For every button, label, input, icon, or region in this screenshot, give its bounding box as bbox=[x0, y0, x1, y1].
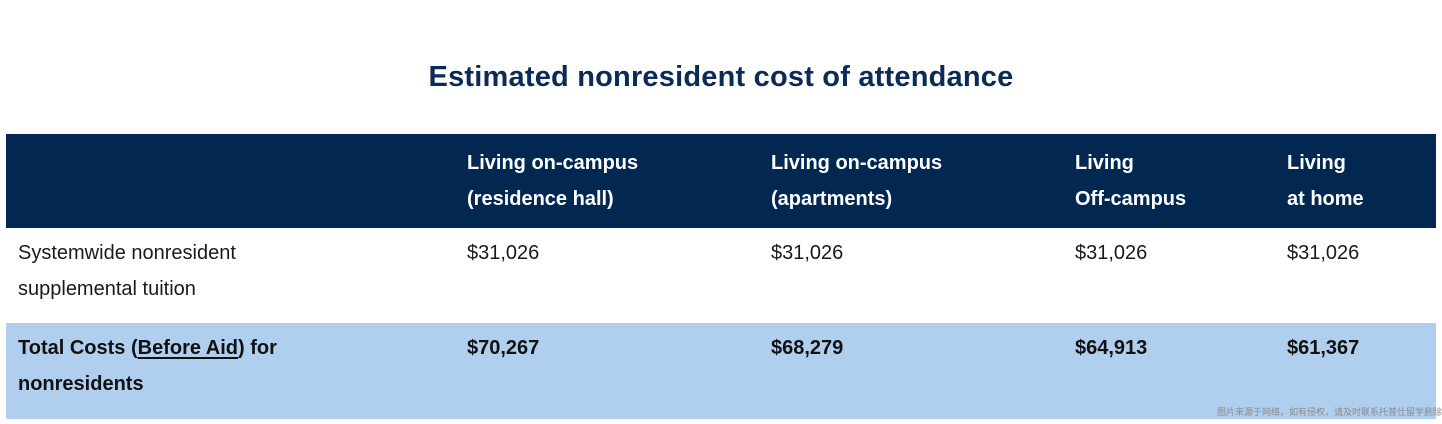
header-off-campus: Living Off-campus bbox=[1075, 152, 1187, 210]
table-header-row: Living on-campus (residence hall) Living… bbox=[6, 134, 1436, 228]
header-on-campus-apartments: Living on-campus (apartments) bbox=[771, 152, 943, 210]
cell-total-apartments: $68,279 bbox=[771, 337, 844, 359]
header-at-home: Living at home bbox=[1287, 152, 1364, 210]
cell-total-residence-hall: $70,267 bbox=[467, 337, 540, 359]
header-on-campus-residence-hall: Living on-campus (residence hall) bbox=[467, 152, 639, 210]
cell-tuition-apartments: $31,026 bbox=[771, 242, 844, 264]
cell-total-off-campus: $64,913 bbox=[1075, 337, 1148, 359]
page-title: Estimated nonresident cost of attendance bbox=[428, 61, 1014, 94]
watermark-text: 图片来源于网络，如有侵权，请及时联系托普仕留学删除 bbox=[1216, 408, 1442, 418]
header-cell-empty bbox=[6, 134, 455, 228]
cell-tuition-residence-hall: $31,026 bbox=[467, 242, 540, 264]
table-row-total: Total Costs (Before Aid) for nonresident… bbox=[6, 323, 1436, 419]
before-aid-link[interactable]: Before Aid bbox=[137, 337, 239, 359]
cell-tuition-off-campus: $31,026 bbox=[1075, 242, 1148, 264]
row-label-tuition: Systemwide nonresident supplemental tuit… bbox=[18, 242, 236, 300]
cost-of-attendance-table: Living on-campus (residence hall) Living… bbox=[6, 134, 1436, 419]
row-label-total: Total Costs (Before Aid) for nonresident… bbox=[18, 337, 277, 395]
cell-tuition-at-home: $31,026 bbox=[1287, 242, 1360, 264]
cell-total-at-home: $61,367 bbox=[1287, 337, 1360, 359]
table-row-tuition: Systemwide nonresident supplemental tuit… bbox=[6, 228, 1436, 323]
